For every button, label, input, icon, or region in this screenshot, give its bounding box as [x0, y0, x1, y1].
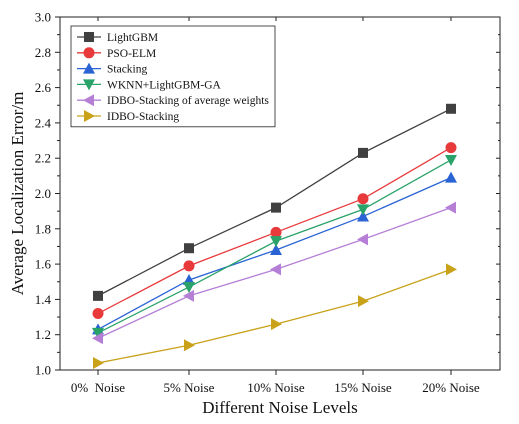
legend-item-stacking: Stacking	[77, 62, 147, 76]
series-wknn-lightgbm-ga	[92, 154, 457, 339]
series-idbo-stacking-of-average-weights	[92, 201, 456, 345]
y-tick-label: 2.2	[35, 151, 51, 166]
legend-label: IDBO-Stacking of average weights	[107, 95, 269, 107]
y-tick-label: 2.0	[35, 186, 51, 201]
legend: LightGBM PSO-ELM Stacking WKNN+LightGBM-GA I…	[70, 25, 276, 128]
y-tick-label: 2.4	[35, 115, 52, 130]
data-point-wknn-lightgbm-ga	[183, 282, 195, 294]
legend-label: IDBO-Stacking	[107, 111, 179, 123]
y-axis-title: Average Localization Error/m	[8, 92, 27, 296]
data-point-idbo-stacking-of-average-weights	[445, 201, 456, 214]
data-point-stacking	[270, 243, 282, 255]
legend-item-pso-elm: PSO-ELM	[77, 47, 156, 60]
series-line-wknn-lightgbm-ga	[97, 159, 452, 334]
legend-item-wknn-lightgbm-ga: WKNN+LightGBM-GA	[77, 79, 222, 91]
y-tick-label: 3.0	[35, 10, 51, 25]
x-tick-label: 10% Noise	[247, 380, 305, 395]
data-point-stacking	[357, 210, 369, 222]
data-point-wknn-lightgbm-ga	[92, 327, 104, 339]
data-point-lightgbm	[184, 243, 194, 254]
y-tick-label: 1.8	[35, 221, 51, 236]
x-tick-label: 5% Noise	[164, 380, 215, 395]
legend-item-idbo-stacking-of-average-weights: IDBO-Stacking of average weights	[77, 94, 269, 107]
data-point-idbo-stacking	[271, 318, 282, 331]
data-point-pso-elm	[270, 226, 282, 238]
series-line-idbo-stacking	[97, 268, 452, 364]
legend-box	[70, 25, 276, 128]
data-point-lightgbm	[358, 147, 368, 158]
legend-label: Stacking	[107, 64, 147, 76]
y-tick-label: 1.6	[35, 257, 52, 272]
data-point-lightgbm	[93, 290, 103, 301]
y-tick-label: 1.0	[35, 363, 51, 378]
legend-marker	[83, 47, 95, 59]
legend-marker	[83, 62, 95, 74]
legend-marker	[83, 79, 95, 91]
y-tick-label: 1.2	[35, 327, 51, 342]
data-point-idbo-stacking-of-average-weights	[183, 289, 194, 302]
data-point-idbo-stacking	[184, 339, 195, 352]
data-point-lightgbm	[271, 202, 281, 213]
legend-marker	[84, 32, 94, 42]
series-idbo-stacking	[93, 263, 457, 369]
legend-label: WKNN+LightGBM-GA	[107, 79, 222, 91]
x-axis: 0% Noise 5% Noise 10% Noise 15% Noise 20% No…	[71, 17, 480, 395]
data-point-wknn-lightgbm-ga	[270, 236, 282, 248]
y-tick-label: 2.6	[35, 80, 52, 95]
y-tick-label: 1.4	[35, 292, 52, 307]
legend-item-idbo-stacking: IDBO-Stacking	[77, 110, 179, 123]
x-tick-label: 0% Noise	[71, 380, 125, 395]
data-point-wknn-lightgbm-ga	[357, 204, 369, 216]
data-point-pso-elm	[445, 142, 457, 154]
data-point-idbo-stacking-of-average-weights	[270, 263, 281, 276]
data-point-pso-elm	[183, 260, 195, 272]
data-point-idbo-stacking-of-average-weights	[92, 332, 103, 345]
x-tick-label: 15% Noise	[334, 380, 392, 395]
data-point-wknn-lightgbm-ga	[445, 154, 457, 166]
legend-label: LightGBM	[107, 32, 158, 44]
data-point-lightgbm	[446, 103, 456, 114]
data-point-stacking	[445, 171, 457, 183]
data-point-idbo-stacking-of-average-weights	[357, 233, 368, 246]
y-axis: 1.0 1.2 1.4 1.6 1.8 2.0 2.2 2.4 2.6 2.8 3.0	[35, 10, 500, 378]
data-point-pso-elm	[92, 308, 104, 320]
data-point-pso-elm	[357, 193, 369, 205]
legend-marker	[83, 94, 94, 107]
series-stacking	[92, 171, 457, 335]
x-axis-title: Different Noise Levels	[202, 398, 357, 417]
data-point-idbo-stacking	[358, 295, 369, 308]
y-tick-label: 2.8	[35, 45, 51, 60]
series-lightgbm	[93, 103, 456, 301]
series-layer	[92, 103, 457, 369]
legend-label: PSO-ELM	[107, 48, 156, 60]
series-pso-elm	[92, 142, 457, 320]
x-tick-label: 20% Noise	[422, 380, 480, 395]
data-point-idbo-stacking	[446, 263, 457, 276]
legend-item-lightgbm: LightGBM	[77, 32, 158, 44]
data-point-idbo-stacking	[93, 356, 104, 369]
legend-marker	[84, 110, 95, 122]
